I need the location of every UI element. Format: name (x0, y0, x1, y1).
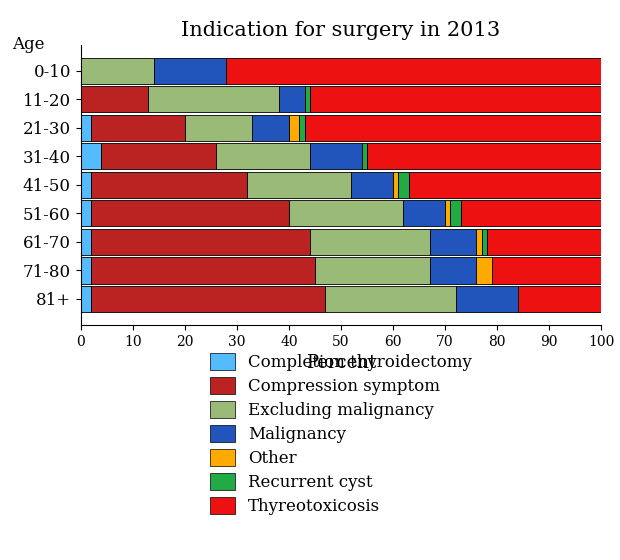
Bar (91, 200, 289, 226)
Bar (456, 286, 518, 312)
Bar (252, 115, 289, 141)
Bar (352, 172, 393, 198)
Bar (289, 115, 299, 141)
Bar (91, 172, 247, 198)
Bar (154, 58, 226, 84)
Bar (315, 257, 430, 283)
Bar (310, 228, 430, 255)
Bar (404, 200, 445, 226)
Bar (367, 143, 601, 169)
Bar (310, 86, 601, 113)
Bar (81, 86, 148, 113)
Bar (91, 228, 310, 255)
Bar (278, 86, 304, 113)
Bar (247, 172, 352, 198)
Bar (185, 115, 252, 141)
Bar (487, 228, 601, 255)
Bar (81, 257, 91, 283)
Bar (461, 200, 601, 226)
Bar (299, 115, 304, 141)
Bar (148, 86, 278, 113)
Bar (450, 200, 461, 226)
Bar (91, 115, 185, 141)
Bar (81, 172, 91, 198)
Bar (304, 86, 310, 113)
Bar (326, 286, 456, 312)
Bar (430, 228, 476, 255)
Bar (409, 172, 601, 198)
Bar (362, 143, 367, 169)
Bar (393, 172, 398, 198)
Bar (226, 58, 601, 84)
Bar (445, 200, 450, 226)
Bar (81, 115, 91, 141)
Bar (430, 257, 476, 283)
Bar (518, 286, 601, 312)
Bar (492, 257, 601, 283)
Bar (91, 286, 326, 312)
Bar (81, 58, 154, 84)
Bar (476, 228, 482, 255)
Bar (81, 228, 91, 255)
Bar (476, 257, 492, 283)
Text: Age: Age (12, 36, 45, 53)
Title: Indication for surgery in 2013: Indication for surgery in 2013 (182, 21, 500, 40)
Bar (398, 172, 409, 198)
Bar (216, 143, 310, 169)
Bar (102, 143, 216, 169)
Bar (81, 200, 91, 226)
Legend: Completion thyroidectomy, Compression symptom, Excluding malignancy, Malignancy,: Completion thyroidectomy, Compression sy… (202, 344, 480, 523)
Bar (482, 228, 487, 255)
Bar (304, 115, 601, 141)
Bar (310, 143, 362, 169)
Bar (81, 143, 102, 169)
Bar (81, 286, 91, 312)
X-axis label: Percent: Percent (306, 354, 376, 372)
Bar (91, 257, 315, 283)
Bar (289, 200, 404, 226)
